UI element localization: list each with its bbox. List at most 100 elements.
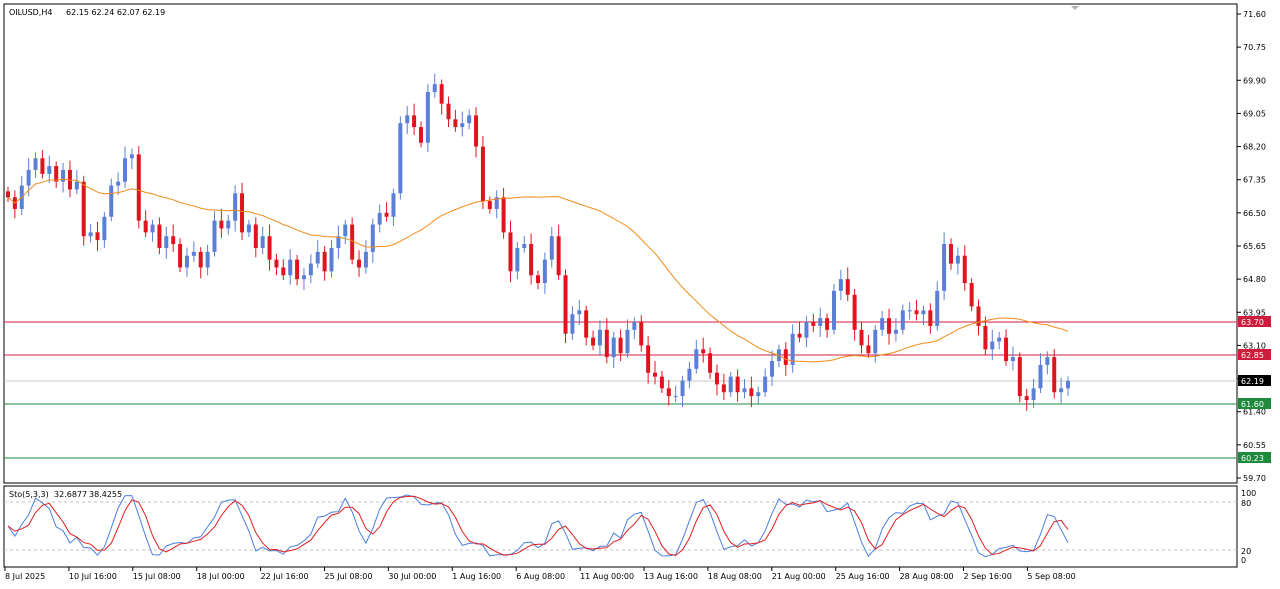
candle-bear [253,224,258,248]
candle-bull [673,396,678,398]
candle-bear [646,345,651,373]
time-tick-label: 10 Jul 16:00 [69,572,117,581]
candle-bull [260,236,265,248]
price-tick-label: 64.80 [1243,275,1266,284]
candle-bull [246,224,251,233]
moving-average-line [7,178,1069,363]
candle-bear [797,333,802,338]
candle-bull [838,279,843,291]
candle-bear [811,322,816,326]
support-tag-2-text: 60.23 [1241,454,1264,463]
candle-bear [412,115,417,128]
candle-bear [6,191,10,198]
candle-bull [742,388,747,393]
candle-bear [267,236,272,260]
candle-bear [357,259,362,268]
candle-bull [370,224,375,252]
price-tick-label: 65.65 [1243,242,1266,251]
candle-bear [136,154,141,221]
candle-bull [377,212,382,225]
candle-bear [95,232,100,241]
candle-bear [480,146,485,202]
candle-bear [639,322,644,346]
price-tick-label: 66.50 [1243,209,1266,218]
candle-bull [756,392,761,397]
candle-bull [873,329,878,354]
candle-bull [329,247,334,272]
candle-bull [123,158,128,182]
candle-bear [219,220,224,229]
price-tick-label: 68.20 [1243,143,1266,152]
sto-scale-100: 100 [1241,489,1256,498]
time-tick-label: 5 Sep 08:00 [1027,572,1075,581]
candle-bear [659,376,664,389]
candle-bull [804,322,809,338]
sto-scale-20: 20 [1241,547,1251,556]
candle-bull [398,123,403,194]
candle-bear [198,251,203,268]
candle-bear [701,349,706,354]
time-tick-label: 6 Aug 08:00 [516,572,565,581]
candle-bull [191,251,196,256]
candle-bull [405,115,410,124]
indicator-panel-frame [3,485,1238,568]
candle-bear [735,376,740,393]
price-tick-label: 70.75 [1243,43,1266,52]
candle-bear [928,310,933,326]
main-panel-frame [3,3,1238,484]
price-tick-label: 61.40 [1243,408,1266,417]
price-axis: 71.60 70.75 69.90 69.05 68.20 67.35 66.50 65.65… [1237,10,1266,483]
symbol-label: OILUSD,H4 [9,8,52,17]
candle-bear [536,275,540,284]
candle-bull [921,310,926,315]
indicator-signal-value: 38.4255 [89,490,122,499]
candle-bear [1017,357,1022,397]
candle-bear [969,283,974,307]
chart-shift-icon[interactable] [1071,6,1079,10]
candle-bull [522,244,527,248]
candle-bull [728,376,733,393]
stochastic-signal-line [7,495,1069,556]
time-tick-label: 13 Aug 16:00 [644,572,698,581]
candle-bear [666,388,671,397]
candle-bear [446,103,451,120]
ohlc-values: 62.15 62.24 62.07 62.19 [66,8,165,17]
candle-bull [129,154,134,159]
candle-bull [611,337,616,358]
candle-bull [955,255,960,264]
candle-bull [632,322,637,330]
indicator-name: Sto(5,3,3) [9,490,49,499]
price-tick-label: 69.90 [1243,76,1266,85]
candle-bull [102,216,107,241]
time-tick-label: 22 Jul 16:00 [261,572,309,581]
support-tag-2 [1238,452,1271,463]
time-tick-label: 11 Aug 00:00 [580,572,634,581]
candle-bull [26,169,31,186]
candle-bear [157,224,162,248]
support-tag-1-text: 61.60 [1241,400,1264,409]
candle-bull [577,310,582,315]
candle-bear [556,236,561,276]
candle-bull [694,349,699,369]
candle-bull [687,368,692,381]
stochastic-main-line [7,494,1069,558]
price-tick-label: 71.60 [1243,10,1266,19]
candle-bear [453,119,458,128]
resistance-tag-1 [1238,316,1271,327]
candle-bull [1045,357,1050,365]
time-tick-label: 15 Jul 08:00 [133,572,181,581]
candle-bear [721,384,726,393]
candle-bull [997,337,1002,342]
candle-bear [604,329,609,358]
candle-bear [976,306,981,326]
candle-bear [845,279,850,295]
candle-bear [54,166,59,182]
candle-bull [205,251,210,268]
candle-bull [900,310,905,330]
candle-bear [295,259,300,280]
candle-bull [184,255,189,268]
sto-scale-80: 80 [1241,499,1251,508]
candle-bull [770,361,775,377]
